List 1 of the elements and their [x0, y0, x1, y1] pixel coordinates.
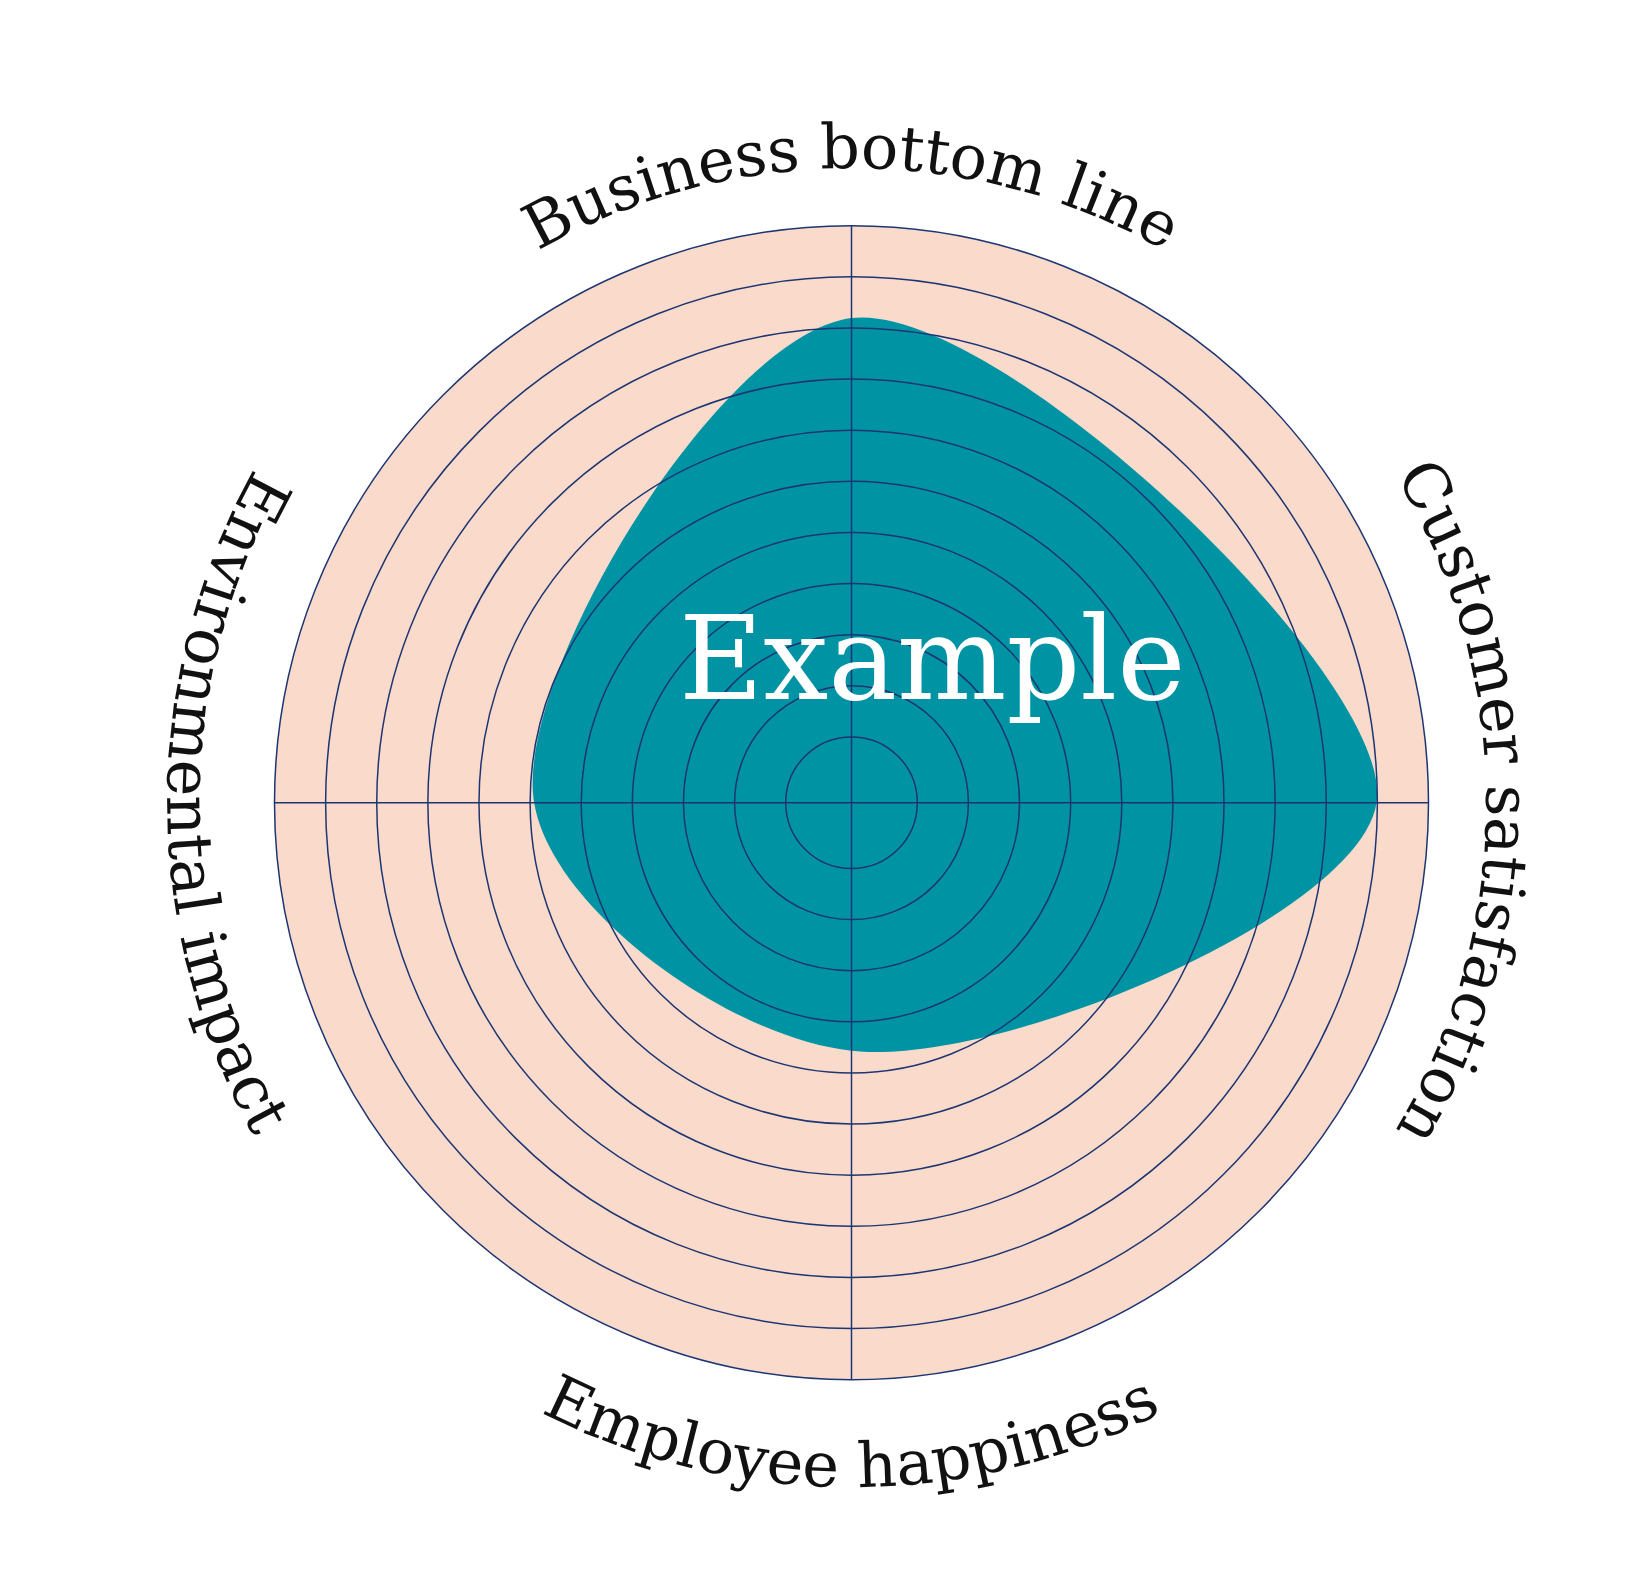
series-label: Example — [678, 591, 1186, 726]
